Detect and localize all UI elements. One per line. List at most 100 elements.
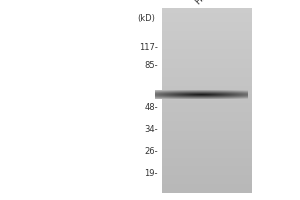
Bar [162,135,252,137]
Bar [162,141,252,143]
Bar [162,63,252,65]
Bar [162,102,252,104]
Bar [162,167,252,170]
Bar [162,51,252,53]
Text: 26-: 26- [144,148,158,156]
Bar [162,11,252,13]
Bar [162,95,252,97]
Bar [162,183,252,185]
Bar [162,100,252,102]
Bar [162,34,252,36]
Bar [162,17,252,19]
Bar [162,174,252,176]
Bar [162,26,252,28]
Bar [162,112,252,114]
Bar [162,65,252,67]
Bar [162,94,252,96]
Bar [162,148,252,150]
Bar [162,25,252,27]
Bar [162,23,252,25]
Bar [162,37,252,39]
Bar [162,118,252,120]
Bar [162,166,252,168]
Bar [162,177,252,179]
Bar [162,103,252,105]
Bar [162,19,252,21]
Bar [162,71,252,73]
Bar [162,40,252,42]
Bar [162,8,252,10]
Bar [162,42,252,44]
Bar [162,92,252,94]
Bar [162,45,252,47]
Bar [162,155,252,157]
Bar [162,187,252,189]
Bar [162,14,252,16]
Bar [162,85,252,87]
Bar [162,114,252,116]
Bar [162,39,252,41]
Bar [162,108,252,110]
Bar [162,43,252,45]
Bar [162,180,252,182]
Bar [162,68,252,70]
Bar [162,143,252,145]
Bar [162,109,252,111]
Bar [162,123,252,125]
Bar [162,146,252,148]
Bar [162,149,252,151]
Bar [162,49,252,51]
Bar [162,69,252,71]
Bar [162,62,252,64]
Bar [162,129,252,131]
Bar [162,178,252,180]
Bar [162,57,252,59]
Text: 19-: 19- [145,170,158,178]
Bar [162,60,252,62]
Bar [162,184,252,186]
Bar [162,152,252,154]
Bar [162,75,252,77]
Bar [162,169,252,171]
Bar [162,186,252,188]
Bar [162,125,252,127]
Bar [162,115,252,117]
Bar [162,29,252,31]
Bar [162,138,252,140]
Bar [162,77,252,79]
Bar [162,48,252,50]
Bar [162,190,252,192]
Bar [162,131,252,133]
Bar [162,33,252,35]
Bar [162,164,252,166]
Bar [162,126,252,128]
Bar [162,172,252,174]
Bar [162,160,252,162]
Bar [162,189,252,191]
Bar [162,163,252,165]
Bar [162,89,252,91]
Bar [162,106,252,108]
Bar [162,154,252,156]
Bar [162,10,252,12]
Bar [162,137,252,139]
Bar [162,171,252,173]
Bar [162,46,252,48]
Text: 117-: 117- [139,44,158,52]
Bar [162,98,252,100]
Bar [162,54,252,56]
Text: 48-: 48- [144,102,158,112]
Bar [162,140,252,142]
Bar [162,22,252,24]
Text: 85-: 85- [144,62,158,71]
Bar [162,20,252,22]
Bar [162,59,252,61]
Bar [162,13,252,15]
Text: HeLa: HeLa [194,0,216,6]
Bar [162,88,252,90]
Text: (kD): (kD) [137,14,155,23]
Bar [162,158,252,160]
Bar [162,74,252,76]
Bar [162,31,252,33]
Bar [162,83,252,85]
